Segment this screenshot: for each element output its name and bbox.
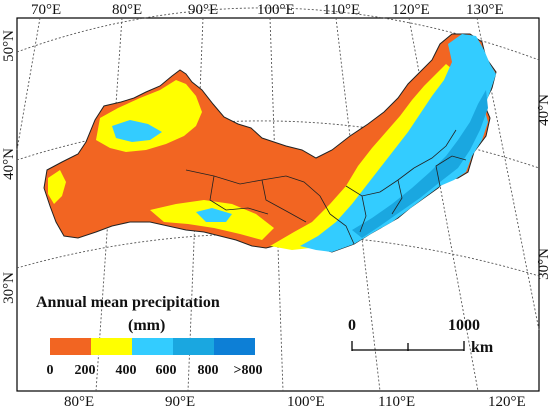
- legend-swatch: [132, 338, 173, 355]
- lon-label-top-130: 130°E: [466, 2, 504, 18]
- lon-label-bottom-80: 80°E: [64, 394, 94, 410]
- region-mid-blue: [352, 90, 488, 238]
- lon-label-top-80: 80°E: [112, 2, 142, 18]
- legend-unit: (mm): [128, 317, 165, 334]
- lon-label-top-110: 110°E: [323, 2, 360, 18]
- lon-70-line: [16, 17, 41, 151]
- lon-label-top-70: 70°E: [31, 2, 61, 18]
- legend-tick-label: 400: [116, 363, 137, 378]
- region-south-blue: [196, 208, 232, 222]
- region-nw-blue: [112, 120, 162, 142]
- lat-label-right-40: 40°N: [536, 94, 550, 126]
- scale-unit: km: [471, 339, 494, 356]
- lat-label-left-50: 50°N: [1, 30, 17, 62]
- scale-label-end: 1000: [448, 317, 480, 334]
- lon-label-top-120: 120°E: [392, 2, 430, 18]
- legend-tick-label: 600: [156, 363, 177, 378]
- scale-bar: [351, 341, 465, 351]
- map-frame: [16, 17, 540, 392]
- lon-120-line: [408, 17, 479, 392]
- region-west-yellow: [48, 170, 66, 204]
- lat-label-left-40: 40°N: [1, 148, 17, 180]
- lon-label-bottom-100: 100°E: [287, 394, 325, 410]
- lon-110-line: [335, 17, 381, 392]
- lon-label-top-100: 100°E: [257, 2, 295, 18]
- legend-labels: 0 200 400 600 800 >800: [47, 363, 263, 378]
- legend-swatch: [91, 338, 132, 355]
- legend-swatches: [50, 338, 255, 355]
- legend-tick-label: >800: [234, 363, 263, 378]
- lat-50-line: [16, 7, 540, 61]
- lat-label-left-30: 30°N: [1, 272, 17, 304]
- region-yellow: [270, 64, 456, 250]
- scale-label-start: 0: [348, 317, 356, 334]
- region-light-blue: [300, 34, 496, 252]
- legend-tick-label: 800: [198, 363, 219, 378]
- legend-swatch: [50, 338, 91, 355]
- legend-swatch: [214, 338, 255, 355]
- lat-label-right-30: 30°N: [536, 248, 550, 280]
- lon-label-bottom-110: 110°E: [378, 394, 415, 410]
- legend-tick-label: 200: [75, 363, 96, 378]
- lon-label-bottom-120: 120°E: [488, 394, 526, 410]
- lon-label-bottom-90: 90°E: [165, 394, 195, 410]
- legend-title: Annual mean precipitation: [36, 294, 220, 311]
- lon-label-top-90: 90°E: [188, 2, 218, 18]
- province-boundaries: [185, 129, 467, 245]
- legend-swatch: [173, 338, 214, 355]
- legend-tick-label: 0: [47, 363, 54, 378]
